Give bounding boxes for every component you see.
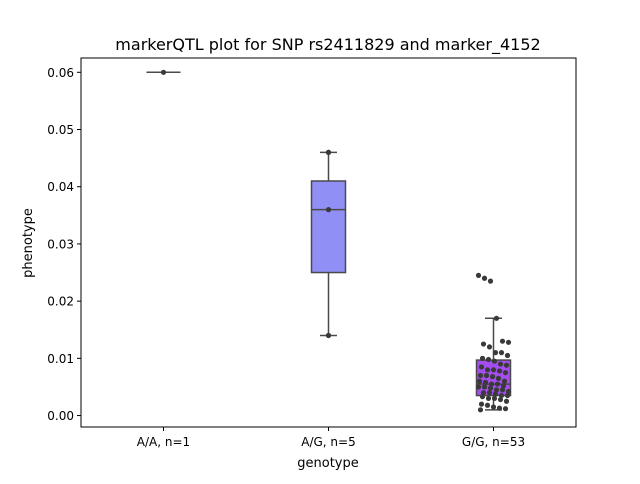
points-layer [160, 69, 512, 413]
data-point [485, 395, 492, 401]
data-point [500, 383, 507, 389]
data-point [497, 396, 504, 403]
iqr-box [310, 180, 347, 274]
data-point [487, 385, 494, 391]
y-tick-label: 0.01 [47, 352, 74, 366]
data-point [503, 398, 510, 404]
data-point [501, 378, 508, 384]
data-point [476, 378, 483, 384]
data-point [486, 390, 493, 396]
data-point [479, 394, 486, 400]
y-tick-label: 0.05 [47, 123, 74, 137]
data-point [160, 69, 167, 75]
data-point [494, 381, 501, 387]
y-tick-label: 0.04 [47, 180, 74, 194]
data-point [503, 362, 510, 368]
data-point [492, 350, 499, 356]
data-point [482, 379, 489, 385]
x-tick-label: G/G, n=53 [462, 435, 525, 449]
y-tick-label: 0.00 [47, 409, 74, 423]
data-point [487, 278, 494, 284]
data-point [493, 387, 500, 393]
x-axis-label: genotype [297, 456, 358, 471]
data-point [475, 272, 482, 278]
data-point [325, 207, 332, 213]
data-point [493, 315, 500, 321]
y-axis-label: phenotype [21, 208, 36, 278]
chart-title: markerQTL plot for SNP rs2411829 and mar… [115, 35, 540, 55]
data-point [496, 368, 503, 374]
data-point [499, 387, 506, 393]
data-point [498, 350, 505, 356]
data-point [485, 356, 492, 363]
data-point [488, 381, 495, 387]
data-point [496, 405, 503, 411]
data-point [480, 341, 487, 347]
data-point [481, 384, 488, 390]
data-point [504, 392, 511, 399]
data-point [480, 390, 487, 396]
x-axis: A/A, n=1 A/G, n=5 G/G, n=53 [137, 427, 525, 449]
data-point [486, 344, 493, 350]
data-point [484, 367, 491, 373]
y-tick-label: 0.03 [47, 237, 74, 251]
data-point [325, 149, 332, 155]
data-point [495, 375, 502, 381]
data-point [479, 355, 486, 361]
data-point [505, 388, 512, 395]
data-point [325, 332, 332, 339]
boxes-layer [146, 71, 512, 411]
data-point [484, 402, 491, 408]
data-point [491, 395, 498, 401]
y-tick-label: 0.06 [47, 66, 74, 80]
y-tick-label: 0.02 [47, 295, 74, 309]
data-point [492, 391, 499, 397]
data-point [475, 384, 482, 390]
data-point [502, 370, 509, 376]
x-tick-label: A/G, n=5 [301, 435, 355, 449]
data-point [497, 361, 504, 367]
data-point [499, 338, 506, 344]
x-tick-label: A/A, n=1 [137, 435, 190, 449]
data-point [504, 352, 511, 359]
data-point [505, 339, 512, 345]
data-point [477, 372, 484, 379]
data-point [481, 275, 488, 281]
y-axis: 0.00 0.01 0.02 0.03 0.04 0.05 0.06 [47, 66, 81, 423]
data-point [478, 364, 485, 370]
data-point [490, 367, 497, 373]
data-point [489, 374, 496, 380]
data-point [478, 401, 485, 407]
data-point [491, 358, 498, 364]
data-point [502, 406, 509, 412]
data-point [498, 392, 505, 399]
data-point [490, 404, 497, 410]
data-point [483, 372, 490, 379]
data-point [477, 407, 484, 413]
